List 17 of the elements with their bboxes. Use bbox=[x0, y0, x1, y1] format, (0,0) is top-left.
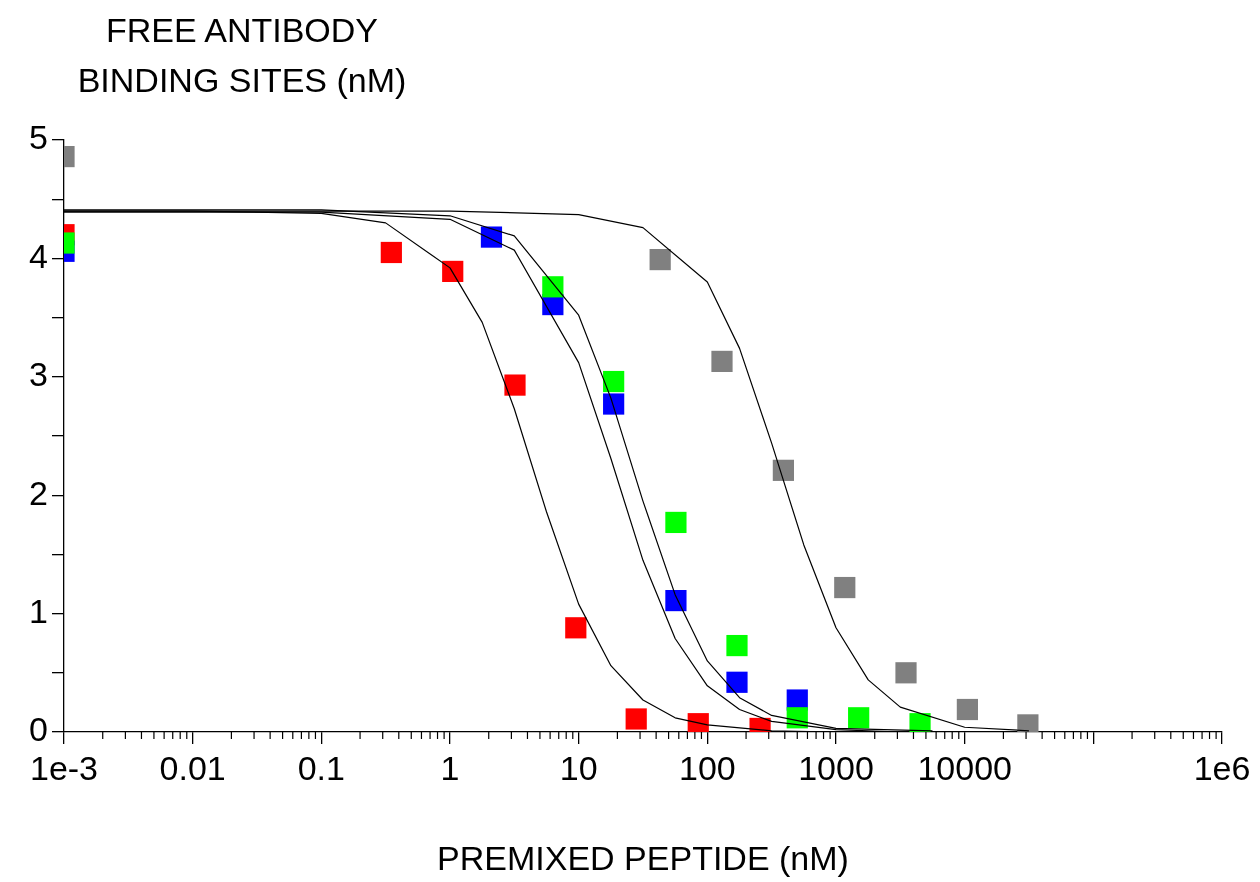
x-tick-label: 100 bbox=[678, 748, 736, 787]
y-tick-label: 0 bbox=[29, 710, 48, 749]
x-tick-label: 0.1 bbox=[297, 748, 345, 787]
y-tick-label: 2 bbox=[29, 473, 48, 512]
x-tick-label: 0.01 bbox=[159, 748, 226, 787]
x-axis-title: PREMIXED PEPTIDE (nM) bbox=[437, 839, 849, 877]
y-tick-label: 5 bbox=[29, 118, 48, 157]
x-tick-label: 10 bbox=[559, 748, 598, 787]
x-tick-label: 1e6 bbox=[1193, 748, 1251, 787]
y-tick-label: 3 bbox=[29, 355, 48, 394]
y-tick-label: 1 bbox=[29, 591, 48, 630]
y-axis-title: FREE ANTIBODY BINDING SITES (nM) bbox=[77, 11, 407, 99]
y-tick-label: 4 bbox=[29, 236, 48, 275]
x-tick-label: 1 bbox=[440, 748, 460, 787]
x-tick-label: 1000 bbox=[798, 748, 874, 787]
x-tick-label: 10000 bbox=[917, 748, 1012, 787]
x-tick-label: 1e-3 bbox=[29, 748, 99, 787]
